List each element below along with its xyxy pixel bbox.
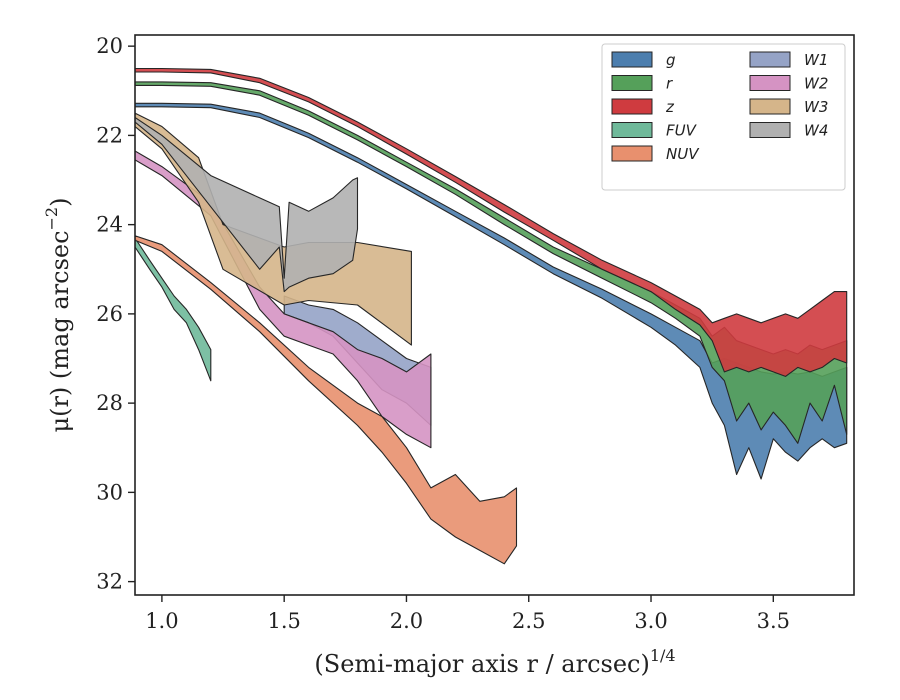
y-axis-label: μ(r) (mag arcsec−2) xyxy=(42,198,74,433)
y-tick-label: 26 xyxy=(96,302,123,326)
legend-swatch-r xyxy=(611,75,653,91)
legend-label-w4: W4 xyxy=(804,122,828,140)
x-tick-label: 1.5 xyxy=(267,609,300,633)
legend-label-w3: W3 xyxy=(804,98,828,116)
legend-label-fuv: FUV xyxy=(666,122,698,140)
y-axis-ticks: 20 22 24 26 28 30 32 xyxy=(96,34,135,594)
legend-label-g: g xyxy=(666,51,676,69)
x-tick-label: 2.5 xyxy=(512,609,545,633)
x-axis-ticks: 1.0 1.5 2.0 2.5 3.0 3.5 xyxy=(145,595,790,633)
x-tick-label: 3.0 xyxy=(634,609,667,633)
legend-swatch-w2 xyxy=(749,75,791,91)
y-tick-label: 32 xyxy=(96,570,123,594)
band-g xyxy=(135,102,848,480)
legend-label-w1: W1 xyxy=(804,51,828,69)
y-tick-label: 30 xyxy=(96,480,123,504)
legend-label-r: r xyxy=(666,75,673,93)
legend-swatch-z xyxy=(611,98,653,115)
legend-label-z: z xyxy=(665,98,675,116)
band-fuv xyxy=(135,237,212,382)
y-tick-label: 24 xyxy=(96,213,123,237)
plot-frame xyxy=(134,34,855,596)
band-nuv xyxy=(135,235,518,565)
legend-swatch-g xyxy=(611,51,653,68)
x-tick-label: 1.0 xyxy=(145,609,178,633)
x-axis-label: (Semi-major axis r / arcsec)1/4 xyxy=(314,646,675,678)
y-axis-label-exponent: −2 xyxy=(42,207,61,231)
x-axis-label-exponent: 1/4 xyxy=(650,646,676,665)
band-r xyxy=(135,81,848,444)
legend-swatch-nuv xyxy=(611,145,653,162)
legend-label-w2: W2 xyxy=(804,75,828,93)
band-w4 xyxy=(135,116,359,293)
band-z xyxy=(135,67,848,377)
y-tick-label: 22 xyxy=(96,123,123,147)
legend-label-nuv: NUV xyxy=(666,145,700,163)
legend-swatch-w3 xyxy=(749,98,791,115)
data-bands xyxy=(135,67,848,565)
x-tick-label: 3.5 xyxy=(757,609,790,633)
legend-swatch-w1 xyxy=(749,51,791,68)
x-tick-label: 2.0 xyxy=(390,609,423,633)
y-tick-label: 28 xyxy=(96,391,123,415)
y-tick-label: 20 xyxy=(96,34,123,58)
legend-swatch-w4 xyxy=(749,122,791,138)
legend-swatch-fuv xyxy=(611,122,653,138)
legend: grz FUV NUV W1 W2 W3 W4 xyxy=(601,43,846,191)
